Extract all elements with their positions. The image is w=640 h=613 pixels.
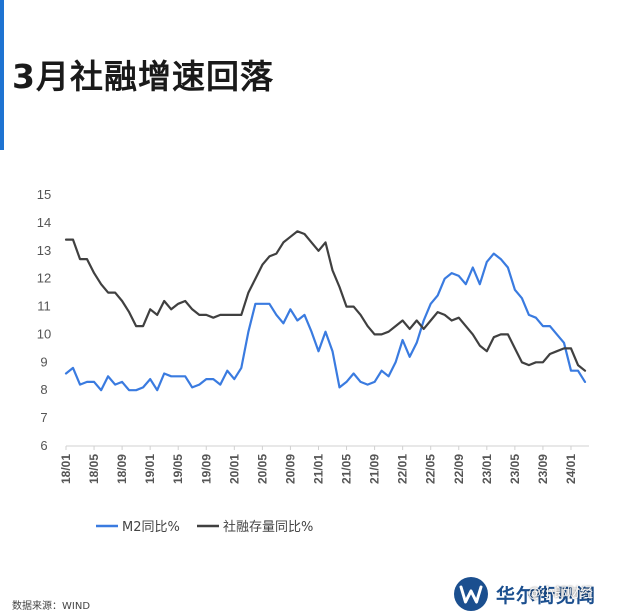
x-tick-label: 18/05 [87,454,101,484]
title-accent-bar [0,0,4,150]
x-tick-label: 23/05 [508,454,522,484]
series-line-m2 [64,252,587,392]
x-tick-label: 19/05 [171,454,185,484]
x-tick-label: 23/01 [480,454,494,484]
watermark: @小郎财经 [528,586,594,601]
y-tick-label: 15 [37,187,51,202]
x-tick-label: 23/09 [536,454,550,484]
line-chart: 6 7 8 9 10 11 12 13 14 15 18/01 18/05 18/09 19/01 19/0… [37,187,589,535]
y-tick-label: 6 [40,438,47,453]
y-tick-label: 13 [37,243,51,258]
source-note: 数据来源：WIND [12,601,91,612]
y-tick-label: 10 [37,326,51,341]
y-tick-label: 12 [37,271,51,286]
brand-name: 华尔街见闻 [496,585,597,607]
x-tick-label: 22/01 [396,454,410,484]
x-tick-label: 19/09 [199,454,213,484]
x-tick-label: 22/05 [424,454,438,484]
chart-legend: M2同比% 社融存量同比% [96,519,313,535]
y-tick-label: 7 [40,410,47,425]
x-tick-label: 20/01 [227,454,241,484]
chart-series-lines [64,230,587,392]
x-tick-label: 20/09 [283,454,297,484]
x-tick-label: 21/05 [340,454,354,484]
page-title: 3月社融增速回落 [12,57,274,96]
x-tick-label: 18/09 [115,454,129,484]
x-tick-label: 21/09 [368,454,382,484]
x-tick-label: 22/09 [452,454,466,484]
x-tick-label: 19/01 [143,454,157,484]
chart-axes: 6 7 8 9 10 11 12 13 14 15 18/01 18/05 18/09 19/01 19/0… [37,187,589,484]
x-tick-label: 20/05 [255,454,269,484]
y-tick-label: 11 [37,299,51,314]
y-tick-label: 9 [40,354,47,369]
legend-label: M2同比% [122,520,180,535]
series-line-tsf [64,230,587,372]
x-tick-label: 24/01 [564,454,578,484]
legend-label: 社融存量同比% [223,519,313,535]
y-tick-label: 14 [37,215,51,230]
x-tick-label: 21/01 [311,454,325,484]
y-tick-label: 8 [40,382,47,397]
wallstreetcn-logo-icon [454,577,488,611]
x-tick-label: 18/01 [59,454,73,484]
